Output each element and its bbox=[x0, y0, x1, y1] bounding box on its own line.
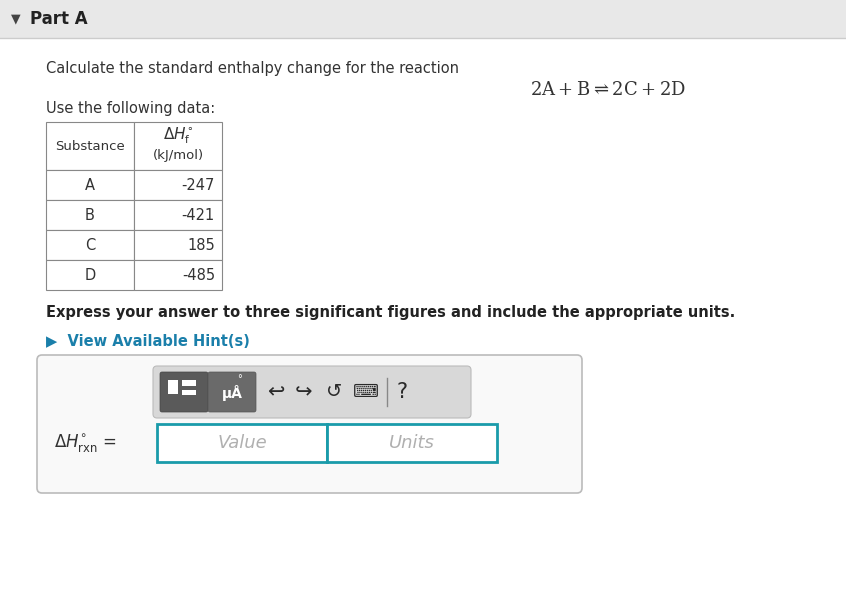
Text: -485: -485 bbox=[182, 268, 215, 283]
Text: ▼: ▼ bbox=[11, 13, 21, 26]
Text: Express your answer to three significant figures and include the appropriate uni: Express your answer to three significant… bbox=[46, 305, 735, 319]
Text: ⌨: ⌨ bbox=[353, 383, 379, 401]
Bar bbox=[168, 380, 178, 394]
Text: ↺: ↺ bbox=[326, 382, 342, 401]
Text: μÅ: μÅ bbox=[222, 385, 243, 401]
Bar bbox=[46, 170, 134, 200]
Bar bbox=[182, 380, 196, 386]
Text: $\Delta H_{\mathrm{rxn}}^{\circ}$ =: $\Delta H_{\mathrm{rxn}}^{\circ}$ = bbox=[54, 432, 117, 454]
Text: Substance: Substance bbox=[55, 139, 125, 153]
Text: Use the following data:: Use the following data: bbox=[46, 100, 215, 116]
FancyBboxPatch shape bbox=[37, 355, 582, 493]
Bar bbox=[327, 424, 497, 462]
Text: B: B bbox=[85, 207, 95, 223]
Text: A: A bbox=[85, 178, 95, 193]
Text: ↪: ↪ bbox=[295, 382, 313, 402]
Bar bbox=[0, 0, 846, 38]
Text: $\Delta H_\mathrm{f}^{\circ}$: $\Delta H_\mathrm{f}^{\circ}$ bbox=[163, 126, 193, 147]
Text: Calculate the standard enthalpy change for the reaction: Calculate the standard enthalpy change f… bbox=[46, 61, 459, 75]
Text: ↩: ↩ bbox=[267, 382, 285, 402]
Text: ▶  View Available Hint(s): ▶ View Available Hint(s) bbox=[46, 334, 250, 350]
Text: 185: 185 bbox=[187, 238, 215, 252]
Text: -421: -421 bbox=[182, 207, 215, 223]
Bar bbox=[134, 260, 222, 290]
FancyBboxPatch shape bbox=[208, 372, 256, 412]
FancyBboxPatch shape bbox=[160, 372, 208, 412]
FancyBboxPatch shape bbox=[153, 366, 471, 418]
Text: Part A: Part A bbox=[30, 10, 88, 28]
Bar bbox=[46, 200, 134, 230]
Text: C: C bbox=[85, 238, 95, 252]
Bar bbox=[182, 390, 196, 395]
Bar bbox=[134, 200, 222, 230]
Text: $\mathregular{2A + B \rightleftharpoons 2C + 2D}$: $\mathregular{2A + B \rightleftharpoons … bbox=[530, 81, 686, 99]
Bar bbox=[157, 424, 327, 462]
Text: -247: -247 bbox=[182, 178, 215, 193]
Text: °: ° bbox=[238, 374, 242, 384]
Text: D: D bbox=[85, 268, 96, 283]
Bar bbox=[134, 230, 222, 260]
Bar bbox=[46, 260, 134, 290]
Bar bbox=[134, 170, 222, 200]
Bar bbox=[134, 122, 222, 170]
Text: (kJ/mol): (kJ/mol) bbox=[152, 148, 204, 162]
Text: ?: ? bbox=[397, 382, 408, 402]
Bar bbox=[46, 122, 134, 170]
Bar bbox=[46, 230, 134, 260]
Text: Value: Value bbox=[217, 434, 266, 452]
Text: Units: Units bbox=[389, 434, 435, 452]
